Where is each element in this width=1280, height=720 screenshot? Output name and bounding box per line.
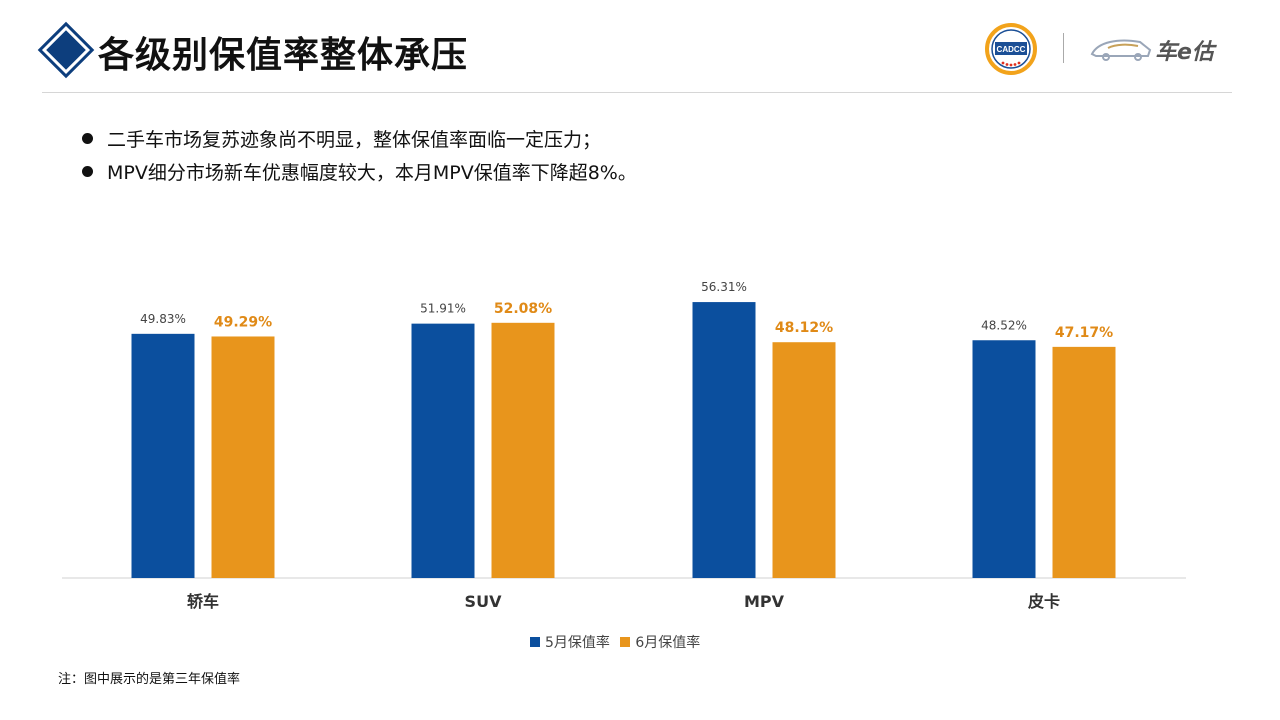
bar-june bbox=[1052, 346, 1116, 578]
data-label: 49.83% bbox=[140, 312, 186, 326]
category-label: MPV bbox=[744, 592, 785, 611]
legend-swatch-june bbox=[620, 637, 631, 647]
bullet-item: MPV细分市场新车优惠幅度较大，本月MPV保值率下降超8%。 bbox=[82, 157, 637, 190]
legend-label: 6月保值率 bbox=[635, 635, 701, 651]
bullet-text: MPV细分市场新车优惠幅度较大，本月MPV保值率下降超8%。 bbox=[107, 162, 637, 184]
bar-may bbox=[692, 302, 756, 578]
bullet-text: 二手车市场复苏迹象尚不明显，整体保值率面临一定压力； bbox=[107, 129, 602, 151]
header-divider bbox=[42, 92, 1232, 93]
page-title: 各级别保值率整体承压 bbox=[98, 35, 469, 76]
data-label: 52.08% bbox=[494, 301, 552, 317]
bullet-item: 二手车市场复苏迹象尚不明显，整体保值率面临一定压力； bbox=[82, 124, 637, 157]
category-label: 轿车 bbox=[187, 592, 219, 611]
car-logo-icon bbox=[1090, 39, 1152, 61]
cadcc-logo-text: CADCC bbox=[997, 45, 1026, 54]
data-label: 48.52% bbox=[981, 318, 1027, 332]
logo-separator bbox=[1063, 33, 1064, 63]
page-header: 各级别保值率整体承压 CADCC 车e估 bbox=[0, 0, 1280, 93]
bar-june bbox=[211, 336, 275, 578]
cadcc-logo-icon: CADCC bbox=[985, 23, 1037, 75]
bar-june bbox=[772, 342, 836, 578]
data-label: 49.29% bbox=[214, 314, 272, 330]
legend-item-june: 6月保值率 bbox=[620, 632, 700, 652]
brand-logo-text: 车e估 bbox=[1155, 40, 1214, 65]
bar-june bbox=[491, 322, 555, 578]
data-label: 56.31% bbox=[701, 280, 747, 294]
legend-label: 5月保值率 bbox=[545, 635, 610, 651]
data-label: 47.17% bbox=[1055, 325, 1113, 341]
title-diamond-icon bbox=[46, 30, 86, 70]
bullet-dot-icon bbox=[82, 166, 93, 177]
bar-may bbox=[131, 333, 195, 578]
legend-item-may: 5月保值率 bbox=[530, 632, 610, 652]
footnote: 注：图中展示的是第三年保值率 bbox=[58, 672, 241, 687]
legend-swatch-may bbox=[530, 637, 540, 647]
bullet-dot-icon bbox=[82, 133, 93, 144]
bullet-list: 二手车市场复苏迹象尚不明显，整体保值率面临一定压力； MPV细分市场新车优惠幅度… bbox=[82, 124, 637, 190]
bar-may bbox=[972, 340, 1036, 578]
retention-bar-chart: 49.83% 49.29% 轿车 51.91% 52.08% SUV 56.31% 48.12… bbox=[62, 280, 1186, 611]
category-label: SUV bbox=[465, 592, 503, 611]
data-label: 51.91% bbox=[420, 302, 466, 316]
bar-may bbox=[411, 323, 475, 578]
category-label: 皮卡 bbox=[1027, 592, 1060, 611]
data-label: 48.12% bbox=[775, 320, 833, 336]
chart-legend: 5月保值率 6月保值率 bbox=[530, 632, 706, 652]
